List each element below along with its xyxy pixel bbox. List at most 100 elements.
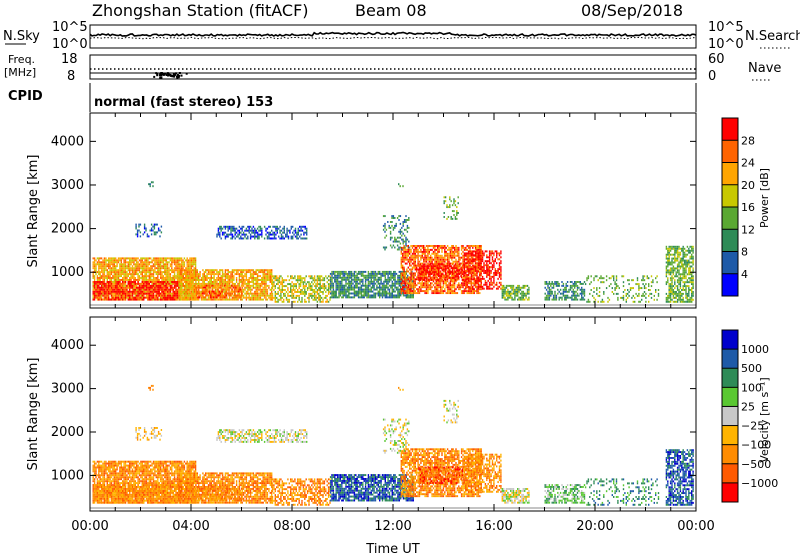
range-cell bbox=[432, 246, 435, 249]
range-cell bbox=[179, 288, 182, 291]
range-cell bbox=[248, 229, 250, 232]
range-cell bbox=[130, 294, 132, 297]
range-cell bbox=[173, 277, 176, 279]
range-cell bbox=[456, 262, 459, 265]
range-cell bbox=[409, 248, 411, 251]
freq-dot bbox=[180, 74, 183, 77]
range-cell bbox=[424, 258, 426, 261]
range-cell bbox=[258, 233, 260, 236]
range-cell bbox=[366, 290, 368, 293]
range-cell bbox=[274, 292, 276, 295]
range-cell bbox=[224, 277, 227, 279]
range-cell bbox=[180, 261, 183, 264]
range-cell bbox=[311, 285, 313, 288]
range-cell bbox=[165, 279, 167, 281]
range-cell bbox=[409, 288, 411, 291]
range-cell bbox=[417, 290, 419, 293]
range-cell bbox=[359, 288, 361, 291]
range-cell bbox=[161, 273, 163, 276]
range-cell bbox=[302, 291, 305, 293]
range-cell bbox=[116, 290, 118, 293]
range-cell bbox=[226, 286, 228, 289]
range-cell bbox=[178, 271, 180, 274]
range-cell bbox=[271, 292, 273, 295]
range-cell bbox=[281, 289, 283, 291]
range-cell bbox=[223, 290, 225, 293]
range-cell bbox=[217, 282, 220, 285]
range-cell bbox=[417, 292, 419, 295]
range-cell bbox=[452, 284, 454, 287]
range-cell bbox=[277, 281, 279, 284]
range-cell bbox=[233, 284, 236, 287]
range-cell bbox=[455, 292, 457, 295]
range-cell bbox=[406, 278, 408, 281]
range-cell bbox=[161, 292, 163, 295]
range-cell bbox=[147, 288, 149, 291]
range-cell bbox=[242, 233, 245, 236]
range-cell bbox=[119, 265, 121, 268]
range-cell bbox=[428, 268, 430, 271]
range-cell bbox=[95, 265, 97, 268]
range-cell bbox=[164, 271, 166, 274]
range-cell bbox=[117, 281, 120, 283]
range-cell bbox=[139, 231, 142, 234]
range-cell bbox=[198, 290, 201, 293]
range-cell bbox=[437, 292, 439, 295]
range-cell bbox=[192, 263, 194, 266]
range-cell bbox=[312, 283, 314, 286]
range-cell bbox=[349, 282, 351, 285]
range-cell bbox=[445, 276, 447, 279]
range-cell bbox=[151, 281, 153, 283]
range-cell bbox=[203, 279, 205, 281]
range-cell bbox=[252, 294, 255, 297]
range-cell bbox=[394, 290, 396, 293]
range-cell bbox=[453, 280, 456, 283]
range-cell bbox=[131, 286, 134, 289]
range-cell bbox=[409, 290, 411, 293]
range-cell bbox=[370, 276, 372, 279]
range-cell bbox=[400, 292, 402, 295]
range-cell bbox=[155, 271, 157, 274]
range-cell bbox=[143, 227, 146, 230]
range-cell bbox=[173, 259, 176, 262]
range-cell bbox=[297, 275, 299, 278]
range-cell bbox=[134, 282, 136, 285]
range-cell bbox=[287, 275, 289, 278]
range-cell bbox=[108, 267, 110, 270]
range-cell bbox=[441, 290, 443, 293]
range-cell bbox=[233, 275, 235, 278]
range-cell bbox=[400, 262, 402, 265]
range-cell bbox=[238, 290, 240, 293]
range-cell bbox=[425, 286, 428, 289]
range-cell bbox=[122, 284, 124, 287]
range-cell bbox=[308, 275, 310, 278]
range-cell bbox=[164, 281, 166, 283]
range-cell bbox=[284, 279, 286, 282]
range-cell bbox=[403, 245, 405, 247]
range-cell bbox=[293, 233, 295, 236]
freq-dot bbox=[162, 73, 165, 76]
range-cell bbox=[252, 269, 255, 272]
range-cell bbox=[357, 296, 360, 299]
range-cell bbox=[414, 292, 416, 295]
range-cell bbox=[129, 263, 131, 266]
range-cell bbox=[434, 252, 436, 255]
range-cell bbox=[266, 269, 269, 272]
range-cell bbox=[416, 278, 418, 281]
range-cell bbox=[223, 231, 225, 234]
range-cell bbox=[431, 290, 433, 293]
range-cell bbox=[126, 271, 128, 274]
range-cell bbox=[145, 290, 148, 293]
range-cell bbox=[168, 282, 170, 285]
range-cell bbox=[228, 284, 231, 287]
range-cell bbox=[161, 296, 163, 299]
range-cell bbox=[113, 277, 115, 279]
range-cell bbox=[364, 280, 367, 283]
range-cell bbox=[352, 296, 354, 299]
range-cell bbox=[363, 274, 365, 277]
range-cell bbox=[223, 284, 225, 287]
range-cell bbox=[226, 235, 228, 238]
range-cell bbox=[140, 259, 142, 262]
range-cell bbox=[99, 275, 101, 278]
range-cell bbox=[120, 265, 122, 268]
